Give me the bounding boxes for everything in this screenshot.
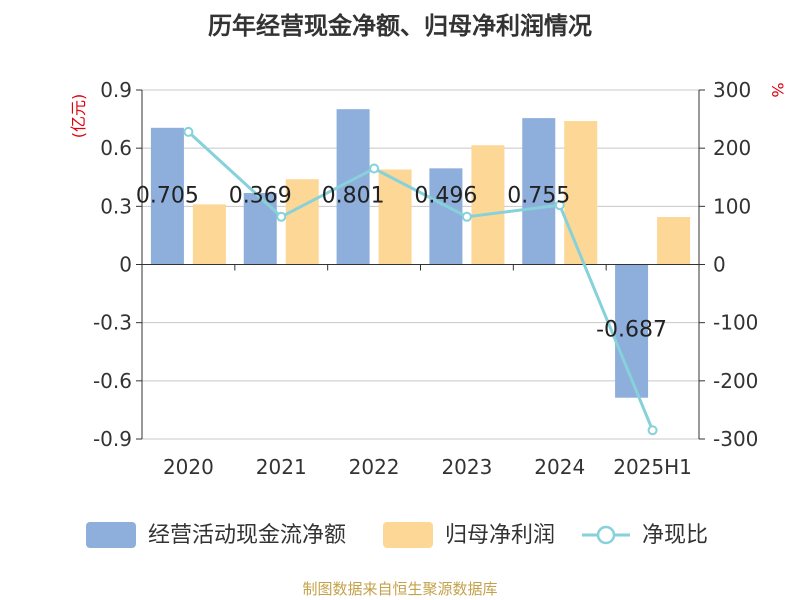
bar-net-profit — [657, 216, 691, 265]
ratio-point — [183, 126, 194, 137]
legend-marker-ratio — [596, 525, 616, 545]
left-tick-label: -0.9 — [93, 427, 132, 451]
right-tick-label: -300 — [713, 427, 758, 451]
x-tick-label: 2023 — [441, 455, 492, 479]
x-tick-label: 2021 — [256, 455, 307, 479]
ratio-point — [647, 425, 658, 436]
right-axis-ticks: 300 200 100 0 -100 -200 -300 — [699, 78, 758, 451]
x-tick-label: 2022 — [349, 455, 400, 479]
left-tick-label: 0 — [119, 253, 132, 277]
right-tick-label: 300 — [713, 78, 751, 102]
x-tick-label: 2020 — [163, 455, 214, 479]
data-label: -0.687 — [596, 318, 667, 343]
data-label: 0.801 — [322, 184, 385, 209]
bar-operating-cash-flow — [522, 118, 556, 265]
ratio-point — [554, 200, 565, 211]
right-tick-label: -200 — [713, 369, 758, 393]
bars — [150, 109, 691, 398]
left-axis-unit: (亿元) — [69, 94, 88, 139]
x-tick-label: 2024 — [534, 455, 585, 479]
right-tick-label: -100 — [713, 311, 758, 335]
bar-net-profit — [285, 179, 319, 265]
ratio-point — [461, 211, 472, 222]
left-tick-label: 0.9 — [100, 78, 132, 102]
legend-label-net-profit: 归母净利润 — [445, 523, 555, 548]
data-label: 0.705 — [136, 184, 199, 209]
ratio-line — [187, 130, 654, 431]
grid-lines — [142, 89, 699, 440]
chart-title: 历年经营现金净额、归母净利润情况 — [208, 12, 592, 40]
source-note: 制图数据来自恒生聚源数据库 — [302, 580, 497, 598]
left-tick-label: -0.6 — [93, 369, 132, 393]
right-axis-unit: % — [768, 82, 787, 97]
left-tick-label: 0.6 — [100, 136, 132, 160]
left-tick-label: -0.3 — [93, 311, 132, 335]
bar-net-profit — [564, 121, 598, 265]
legend-label-operating-cash-flow: 经营活动现金流净额 — [148, 523, 346, 548]
right-tick-label: 200 — [713, 136, 751, 160]
ratio-line-series — [183, 126, 658, 436]
left-tick-label: 0.3 — [100, 194, 132, 218]
legend-swatch-operating-cash-flow — [86, 522, 136, 548]
legend-swatch-net-profit — [383, 522, 433, 548]
x-tick-label: 2025H1 — [613, 455, 692, 479]
bar-net-profit — [192, 204, 226, 265]
data-label: 0.369 — [229, 184, 292, 209]
data-labels: 0.705 0.369 0.801 0.496 0.755 -0.687 — [136, 184, 667, 343]
x-axis-ticks: 2020 2021 2022 2023 2024 2025H1 — [163, 264, 692, 479]
data-label: 0.496 — [414, 184, 477, 209]
left-axis-ticks: 0.9 0.6 0.3 0 -0.3 -0.6 -0.9 — [93, 78, 142, 451]
data-label: 0.755 — [507, 184, 570, 209]
ratio-point — [369, 163, 380, 174]
legend: 经营活动现金流净额 归母净利润 净现比 — [86, 522, 708, 548]
right-tick-label: 0 — [713, 253, 726, 277]
bar-operating-cash-flow — [243, 192, 277, 265]
legend-label-ratio: 净现比 — [642, 523, 708, 548]
bar-operating-cash-flow — [429, 168, 463, 265]
right-tick-label: 100 — [713, 194, 751, 218]
ratio-point — [276, 211, 287, 222]
bar-operating-cash-flow — [150, 127, 184, 265]
bar-net-profit — [471, 145, 505, 265]
